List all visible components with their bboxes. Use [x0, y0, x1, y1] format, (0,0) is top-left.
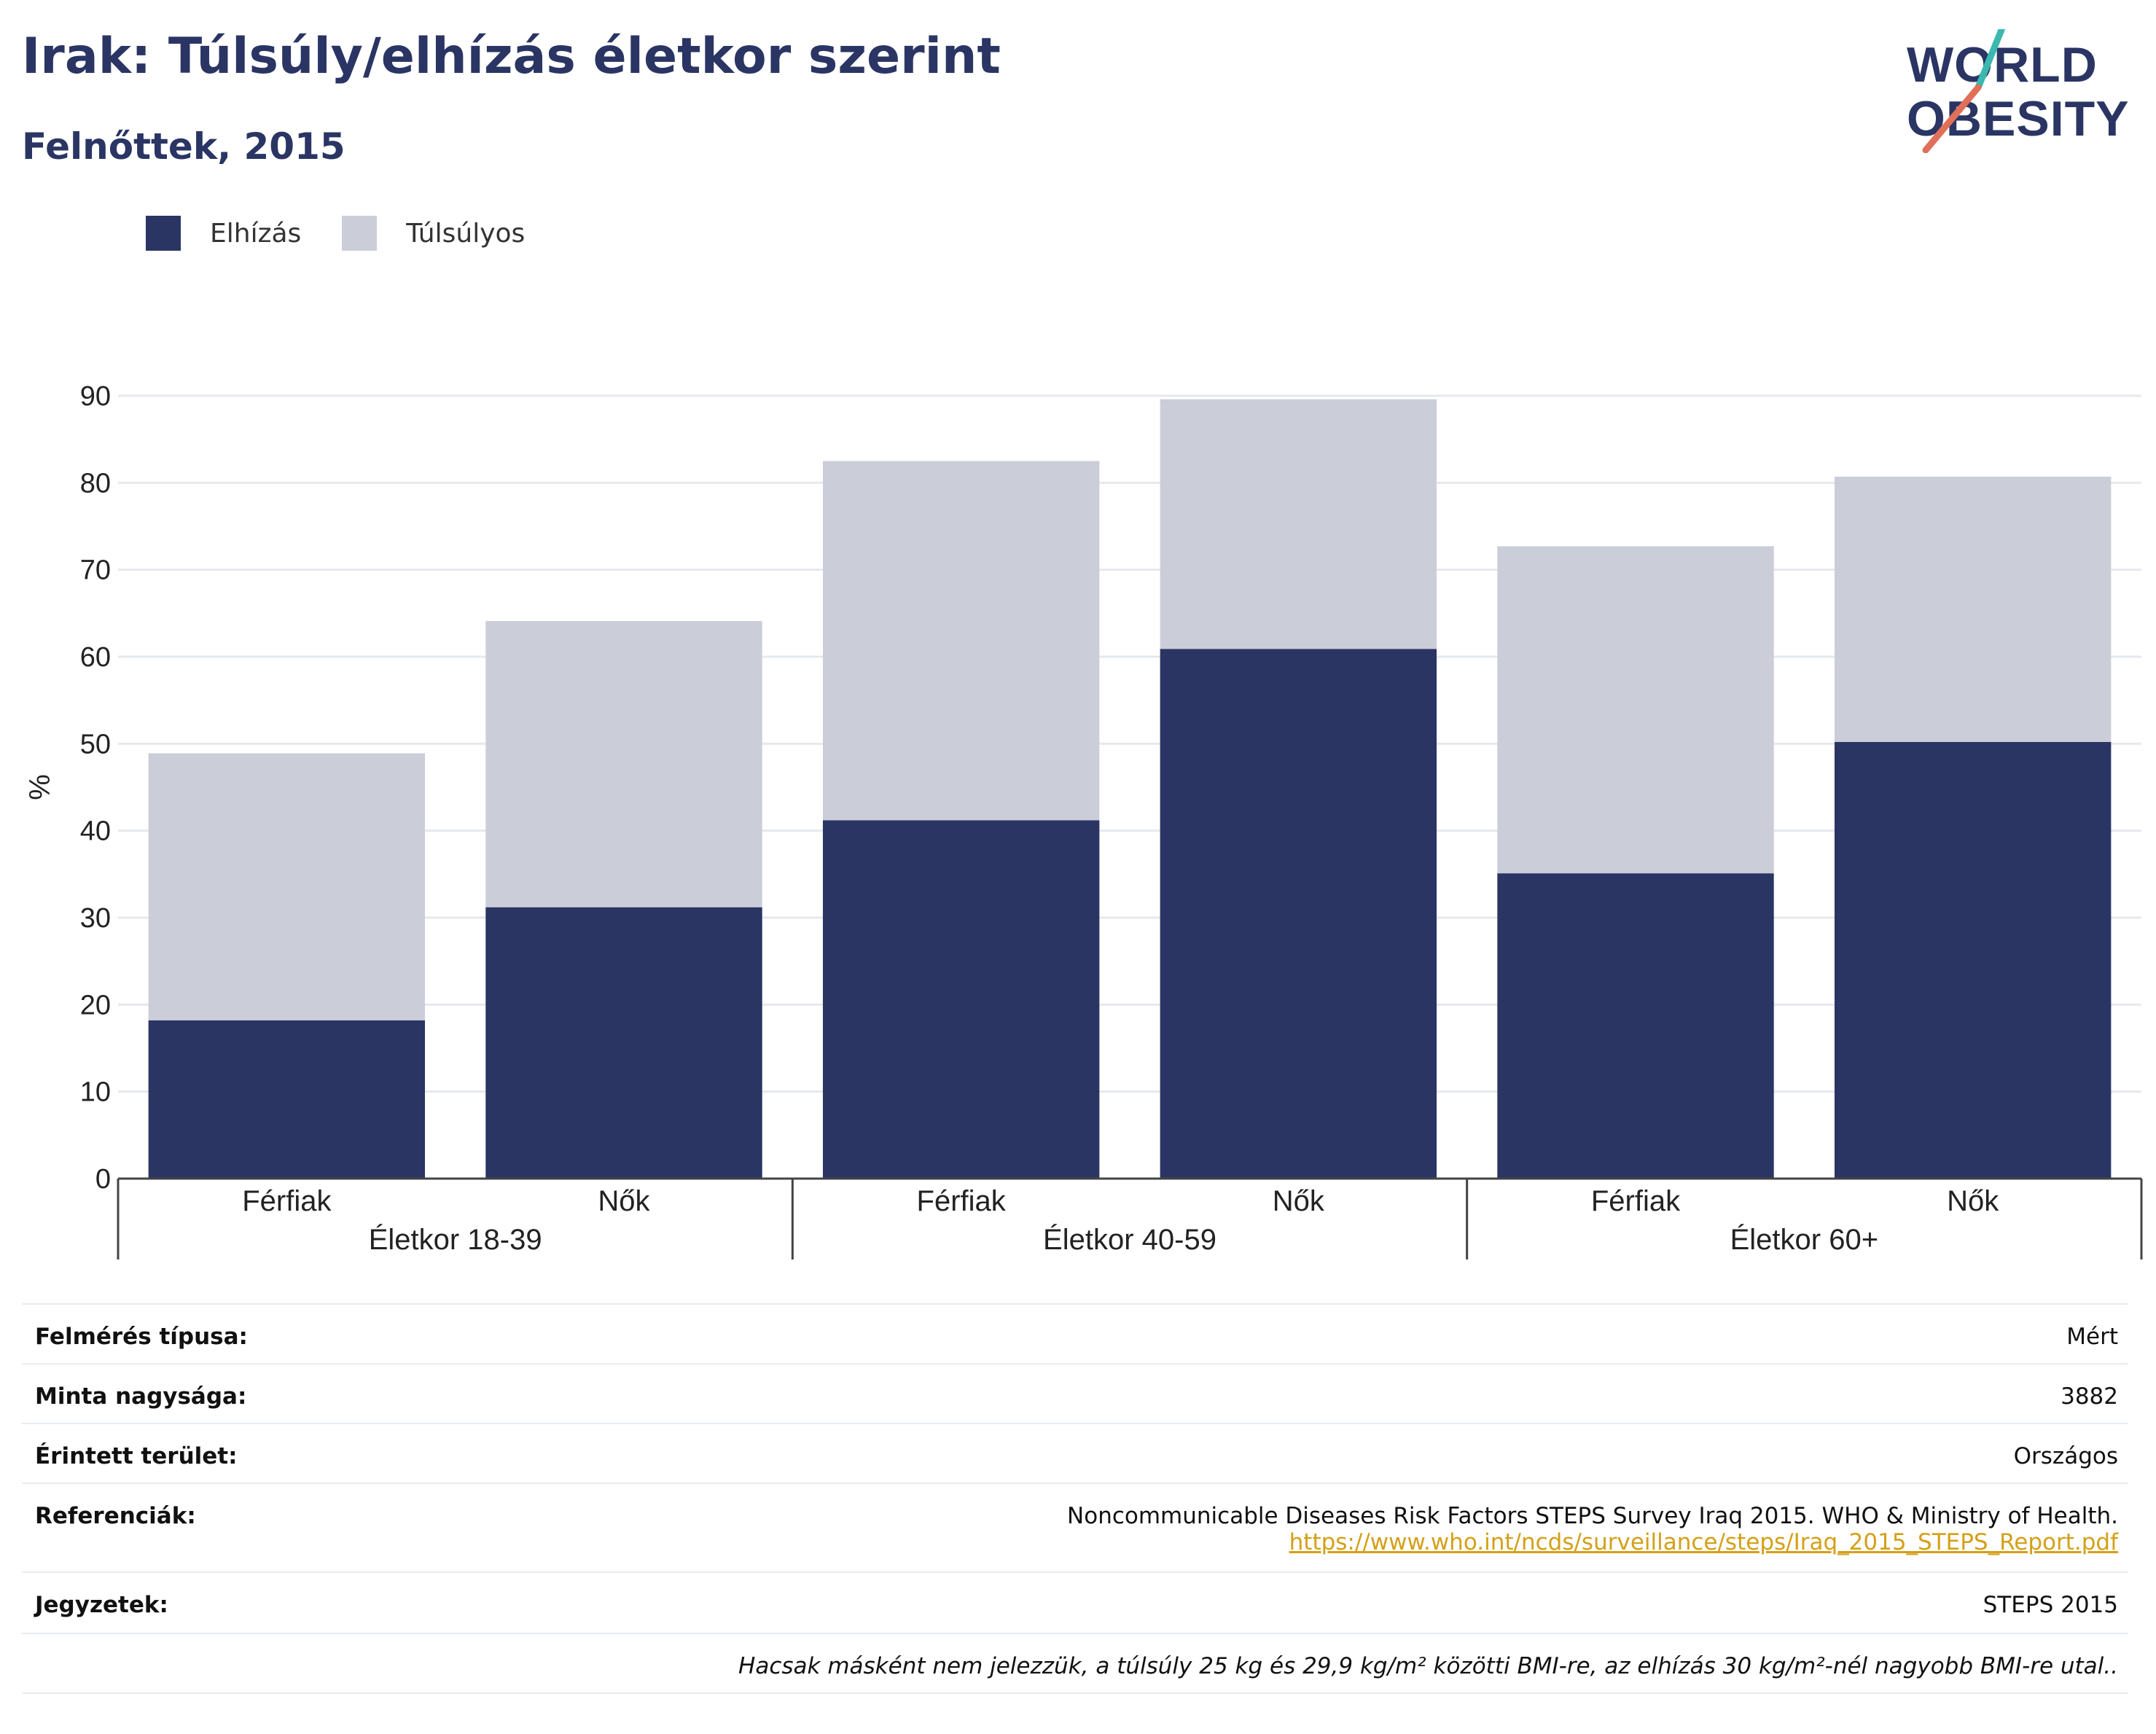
sample-size-label: Minta nagysága: — [35, 1383, 247, 1410]
page-subtitle: Felnőttek, 2015 — [22, 125, 345, 168]
survey-type-label: Felmérés típusa: — [35, 1324, 248, 1350]
x-tick-label: Férfiak — [917, 1185, 1007, 1217]
bar-elhizas — [148, 1020, 426, 1179]
y-tick-label: 60 — [80, 642, 111, 673]
y-tick-label: 40 — [80, 816, 111, 847]
group-label: Életkor 60+ — [1730, 1223, 1878, 1256]
survey-type-value: Mért — [2066, 1324, 2118, 1350]
y-axis-label: % — [24, 774, 56, 800]
references-text: Noncommunicable Diseases Risk Factors ST… — [1067, 1503, 2118, 1529]
legend-item-tulsulyos[interactable]: Túlsúlyos — [342, 216, 525, 251]
logo-word-obesity: OBESITY — [1907, 91, 2130, 147]
legend-swatch-tulsulyos — [342, 216, 378, 251]
chart-legend: Elhízás Túlsúlyos — [146, 216, 566, 251]
logo-slash-red — [1922, 84, 1982, 153]
area-label: Érintett terület: — [35, 1443, 238, 1469]
area-value: Országos — [2013, 1443, 2118, 1469]
y-tick-label: 90 — [80, 381, 111, 412]
info-row-references: Referenciák: Noncommunicable Diseases Ri… — [22, 1483, 2128, 1571]
legend-swatch-elhizas — [146, 216, 181, 251]
y-tick-label: 30 — [80, 903, 111, 934]
y-tick-label: 80 — [80, 468, 111, 499]
bar-elhizas — [1497, 873, 1774, 1179]
y-tick-label: 0 — [95, 1164, 111, 1195]
info-row-survey-type: Felmérés típusa: Mért — [22, 1303, 2128, 1363]
footnote-text: Hacsak másként nem jelezzük, a túlsúly 2… — [738, 1653, 2118, 1679]
legend-label-tulsulyos: Túlsúlyos — [406, 218, 526, 249]
group-label: Életkor 18-39 — [369, 1223, 542, 1256]
y-tick-label: 10 — [80, 1077, 111, 1108]
y-tick-label: 50 — [80, 729, 111, 759]
bar-tulsulyos — [1497, 546, 1774, 874]
x-tick-label: Férfiak — [242, 1185, 332, 1217]
bar-tulsulyos — [148, 753, 426, 1020]
references-label: Referenciák: — [35, 1503, 196, 1529]
logo-slash-teal — [1975, 29, 2006, 91]
world-obesity-logo: WORLD OBESITY — [1907, 29, 2130, 153]
info-row-notes: Jegyzetek: STEPS 2015 — [22, 1571, 2128, 1633]
info-row-sample-size: Minta nagysága: 3882 — [22, 1363, 2128, 1423]
notes-value: STEPS 2015 — [1983, 1592, 2118, 1618]
info-table: Felmérés típusa: Mért Minta nagysága: 38… — [22, 1303, 2128, 1694]
bar-elhizas — [1834, 741, 2112, 1179]
x-tick-label: Nők — [1273, 1185, 1325, 1217]
legend-label-elhizas: Elhízás — [210, 218, 302, 249]
bar-tulsulyos — [822, 461, 1100, 821]
x-tick-label: Nők — [598, 1185, 650, 1217]
page-title: Irak: Túlsúly/elhízás életkor szerint — [22, 28, 1001, 85]
references-value-block: Noncommunicable Diseases Risk Factors ST… — [1067, 1503, 2118, 1571]
logo-word-world: WORLD — [1907, 37, 2098, 93]
info-row-footnote: Hacsak másként nem jelezzük, a túlsúly 2… — [22, 1633, 2128, 1692]
x-tick-label: Férfiak — [1591, 1185, 1681, 1217]
sample-size-value: 3882 — [2061, 1383, 2118, 1410]
bar-tulsulyos — [1160, 399, 1437, 649]
info-table-bottom-border — [22, 1692, 2128, 1694]
bar-tulsulyos — [485, 621, 762, 907]
bar-elhizas — [485, 907, 762, 1179]
bar-elhizas — [1160, 649, 1437, 1179]
bar-tulsulyos — [1834, 476, 2112, 742]
y-tick-label: 20 — [80, 990, 111, 1020]
notes-label: Jegyzetek: — [35, 1592, 168, 1618]
stacked-bar-chart: 0 10 20 30 40 50 60 70 80 90% Férfiak Nők Férfiak Nők… — [24, 381, 2143, 1260]
legend-item-elhizas[interactable]: Elhízás — [146, 216, 301, 251]
x-tick-label: Nők — [1947, 1185, 1999, 1217]
references-link[interactable]: https://www.who.int/ncds/surveillance/st… — [1289, 1529, 2118, 1555]
bar-elhizas — [822, 820, 1100, 1179]
group-label: Életkor 40-59 — [1043, 1223, 1216, 1256]
info-row-area: Érintett terület: Országos — [22, 1423, 2128, 1483]
y-tick-label: 70 — [80, 555, 111, 586]
